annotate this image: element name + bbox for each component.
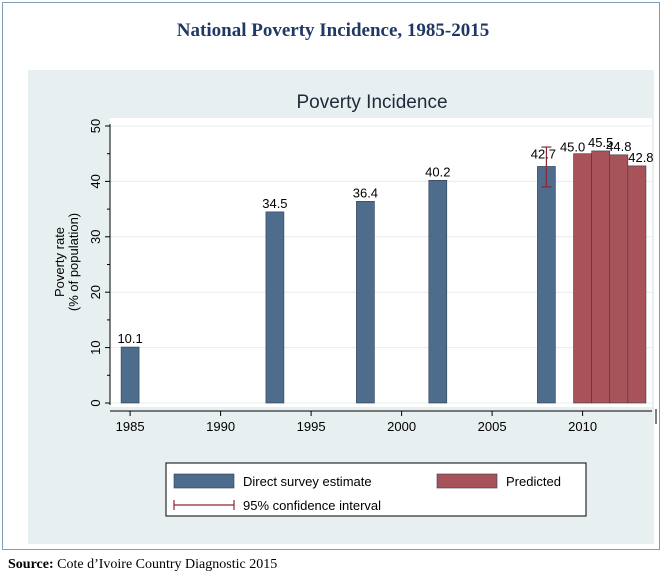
data-label: 45.5 <box>588 135 613 150</box>
chart-bars <box>120 146 647 404</box>
confidence-interval <box>541 146 552 188</box>
source-text: Cote d’Ivoire Country Diagnostic 2015 <box>57 557 278 572</box>
predicted-bar <box>591 150 611 404</box>
legend-swatch-direct <box>173 473 235 489</box>
plot-region <box>110 118 652 407</box>
y-tick-label: 10 <box>88 340 103 354</box>
data-label: 10.1 <box>117 331 142 346</box>
direct-estimate-bar <box>356 201 375 404</box>
y-tick-label: 0 <box>88 399 103 406</box>
x-tick-label: 2000 <box>387 419 416 434</box>
page-title: National Poverty Incidence, 1985-2015 <box>176 20 490 41</box>
y-tick-label: 20 <box>88 285 103 299</box>
direct-estimate-bar <box>537 166 556 404</box>
x-tick-label: 2010 <box>568 419 597 434</box>
legend-label-predicted: Predicted <box>506 474 561 489</box>
direct-estimate-bar <box>265 211 285 404</box>
chart-data-labels: 10.1 34.5 36.4 40.2 42.7 45.0 45.544.842.8 <box>117 135 653 346</box>
data-label: 36.4 <box>353 185 378 200</box>
direct-estimate-bar <box>428 179 448 404</box>
legend-label-ci: 95% confidence interval <box>243 498 381 513</box>
x-tick-label: 1985 <box>116 419 145 434</box>
y-tick-label: 50 <box>88 119 103 133</box>
data-label: 45.0 <box>560 140 585 155</box>
predicted-bar <box>609 154 629 404</box>
chart-title: Poverty Incidence <box>296 92 447 113</box>
data-label: 42.7 <box>531 146 556 161</box>
x-tick-label: 1990 <box>206 419 235 434</box>
y-axis-label-line2: (% of population) <box>66 213 81 311</box>
y-axis-label-line1: Poverty rate <box>52 227 67 297</box>
data-label: 40.2 <box>425 164 450 179</box>
data-label: 44.8 <box>606 139 631 154</box>
predicted-bar <box>573 153 592 404</box>
source-note: Source: Cote d’Ivoire Country Diagnostic… <box>8 557 277 573</box>
x-tick-label: 2005 <box>478 419 507 434</box>
y-tick-label: 40 <box>88 174 103 188</box>
legend-box <box>165 462 587 517</box>
chart-axes: 0 10 20 30 40 50 1985 1990 1995 2000 2005 2010 <box>88 119 657 434</box>
data-label: 34.5 <box>262 196 287 211</box>
source-label: Source: <box>8 557 54 572</box>
legend-swatch-predicted <box>436 473 498 489</box>
data-label: 42.8 <box>628 150 653 165</box>
legend-label-direct: Direct survey estimate <box>243 474 372 489</box>
chart-legend: Direct survey estimate Predicted 95% confi… <box>165 462 587 517</box>
chart-gridlines <box>110 118 652 407</box>
x-tick-label: 1995 <box>297 419 326 434</box>
predicted-bar <box>627 165 647 404</box>
y-tick-label: 30 <box>88 230 103 244</box>
direct-estimate-bar <box>120 346 140 404</box>
